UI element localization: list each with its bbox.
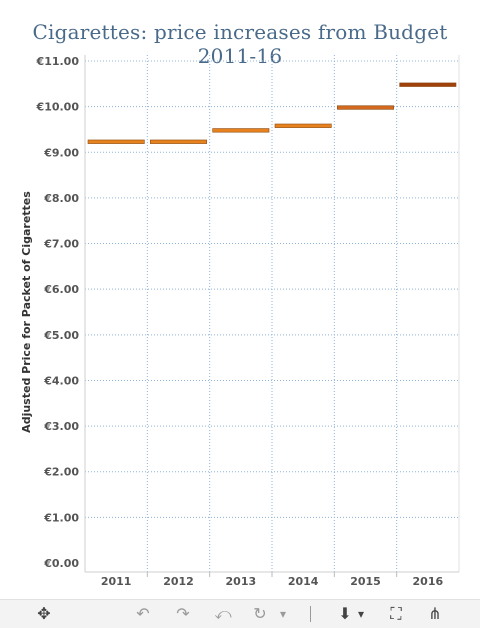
y-tick-label: €9.00	[43, 146, 79, 159]
download-icon[interactable]: ⬇	[338, 604, 352, 623]
grid	[85, 55, 459, 572]
y-tick-label: €3.00	[43, 420, 79, 433]
y-tick-label: €8.00	[43, 192, 79, 205]
move-icon[interactable]: ✥	[37, 604, 51, 623]
y-tick-label: €1.00	[43, 511, 79, 524]
refresh-icon[interactable]: ↻	[253, 604, 267, 623]
data-mark-2011	[87, 139, 145, 144]
x-tick-labels: 2011 2012 2013 2014 2015 2016	[101, 575, 444, 588]
revert-icon[interactable]: ⤺	[214, 604, 232, 623]
data-mark-2013	[212, 128, 270, 133]
y-tick-label: €10.00	[36, 101, 80, 114]
data-mark-2014	[274, 123, 332, 128]
x-tick-label: 2014	[288, 575, 319, 588]
refresh-menu-icon[interactable]: ▾	[279, 607, 287, 621]
y-tick-label: €6.00	[43, 283, 79, 296]
y-tick-label: €2.00	[43, 466, 79, 479]
chart: Adjusted Price for Packet of Cigarettes …	[20, 55, 460, 588]
data-mark-2015	[337, 105, 394, 110]
data-mark-2016	[399, 82, 457, 87]
y-tick-label: €4.00	[43, 374, 79, 387]
x-tick-label: 2015	[350, 575, 381, 588]
y-axis-title: Adjusted Price for Packet of Cigarettes	[20, 191, 33, 433]
toolbar: ✥ ↶ ↷ ⤺ ↻ ▾ ⬇ ▾ ⛶ ⋔	[0, 599, 480, 628]
y-tick-label: €7.00	[43, 238, 79, 251]
x-tick-label: 2011	[101, 575, 132, 588]
undo-icon[interactable]: ↶	[136, 604, 150, 623]
x-tick-label: 2013	[226, 575, 257, 588]
y-tick-label: €11.00	[36, 55, 80, 68]
y-tick-labels: €0.00 €1.00 €2.00 €3.00 €4.00 €5.00 €6.00 €7.00…	[36, 55, 80, 570]
y-tick-label: €0.00	[43, 557, 79, 570]
chart-title: Cigarettes: price increases from Budget …	[32, 20, 448, 68]
download-menu-icon[interactable]: ▾	[357, 607, 365, 621]
data-marks	[87, 82, 457, 144]
toolbar-divider	[310, 606, 311, 622]
x-tick-label: 2012	[163, 575, 194, 588]
y-tick-label: €5.00	[43, 329, 79, 342]
data-mark-2012	[150, 139, 207, 144]
x-tick-label: 2016	[413, 575, 444, 588]
fullscreen-icon[interactable]: ⛶	[390, 604, 402, 623]
share-icon[interactable]: ⋔	[428, 604, 442, 623]
redo-icon[interactable]: ↷	[176, 604, 190, 623]
axes	[84, 55, 460, 577]
